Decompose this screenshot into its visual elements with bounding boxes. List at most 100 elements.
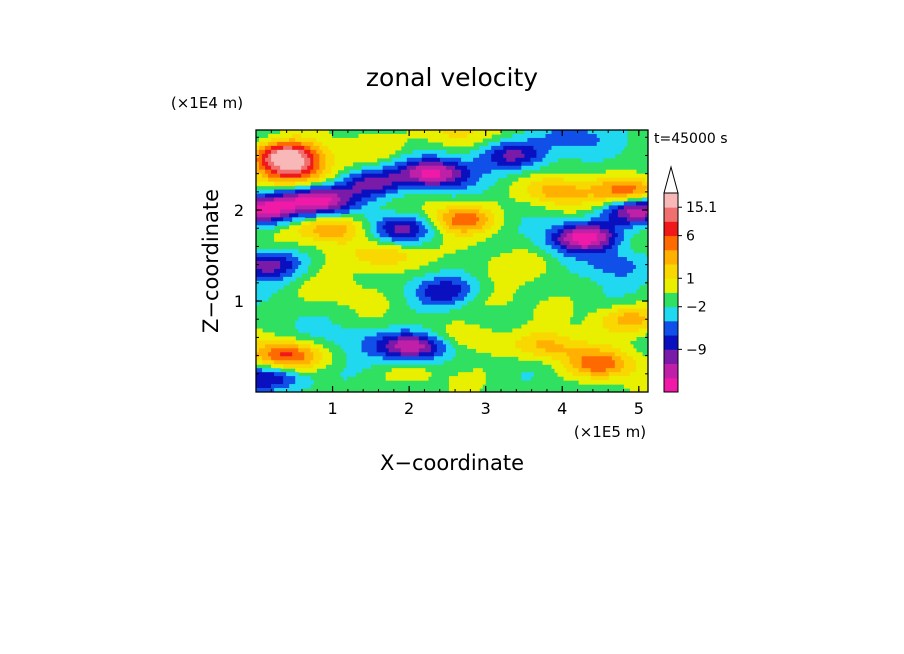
field-cell xyxy=(524,153,538,159)
field-cell xyxy=(521,372,535,377)
field-cell xyxy=(346,356,384,361)
field-cell xyxy=(340,173,351,179)
field-cell xyxy=(337,241,348,246)
field-cell xyxy=(397,261,429,266)
field-cell xyxy=(256,193,266,199)
field-cell xyxy=(566,352,616,357)
field-cell xyxy=(433,352,444,357)
field-cell xyxy=(581,245,589,250)
field-cell xyxy=(617,245,631,250)
field-cell xyxy=(256,209,281,214)
colorbar: 15.1 6 1 −2 −9 xyxy=(663,165,717,393)
field-cell xyxy=(262,268,275,274)
field-cell xyxy=(554,368,568,373)
field-cell xyxy=(605,233,613,238)
field-cell xyxy=(448,225,483,230)
field-cell xyxy=(409,229,420,234)
field-cell xyxy=(614,229,625,234)
field-cell xyxy=(569,356,583,361)
field-cell xyxy=(292,272,302,278)
field-cell xyxy=(310,360,320,365)
field-cell xyxy=(310,169,317,175)
field-cell xyxy=(256,372,275,377)
field-cell xyxy=(271,153,302,159)
field-cell xyxy=(310,185,332,191)
field-cell xyxy=(448,388,480,392)
colorbar-bin xyxy=(664,320,678,336)
field-cell xyxy=(581,201,604,207)
field-cell xyxy=(632,268,648,274)
field-cell xyxy=(623,312,640,318)
field-cell xyxy=(629,372,648,377)
field-cell xyxy=(461,288,471,294)
field-cell xyxy=(415,165,447,171)
field-cell xyxy=(355,181,393,187)
field-cell xyxy=(295,324,342,330)
field-cell xyxy=(617,209,628,214)
field-cell xyxy=(590,372,610,377)
field-cell xyxy=(421,169,441,175)
field-cell xyxy=(259,137,272,143)
field-cell xyxy=(587,221,631,226)
field-cell xyxy=(334,157,378,163)
field-cell xyxy=(412,332,429,338)
field-cell xyxy=(485,213,495,218)
field-cell xyxy=(581,356,613,361)
colorbar-bin xyxy=(664,335,678,350)
field-cell xyxy=(349,197,363,203)
field-cell xyxy=(442,237,486,242)
field-cell xyxy=(491,153,504,159)
field-cell xyxy=(256,161,260,167)
field-cell xyxy=(445,324,480,330)
field-cell xyxy=(313,237,354,242)
field-cell xyxy=(461,169,471,175)
field-cell xyxy=(560,245,568,250)
field-cell xyxy=(376,340,390,345)
field-cell xyxy=(343,233,357,238)
field-cell xyxy=(476,221,486,226)
chart-title: zonal velocity xyxy=(366,63,538,92)
field-cell xyxy=(322,352,332,357)
field-cell xyxy=(566,264,595,270)
field-cell xyxy=(608,205,619,210)
field-cell xyxy=(256,384,272,389)
field-cell xyxy=(376,348,390,353)
field-cell xyxy=(274,372,287,377)
field-cell xyxy=(448,384,483,389)
field-cell xyxy=(458,340,516,345)
field-cell xyxy=(298,213,317,218)
field-cell xyxy=(340,372,357,377)
field-cell xyxy=(310,161,314,167)
field-cell xyxy=(271,356,305,361)
field-cell xyxy=(409,328,432,334)
field-cell xyxy=(256,169,266,175)
field-cell xyxy=(470,149,486,155)
field-cell xyxy=(256,221,278,226)
field-cell xyxy=(482,205,501,210)
colorbar-bin xyxy=(664,278,678,293)
field-cell xyxy=(488,141,501,147)
field-cell xyxy=(310,332,378,338)
field-cell xyxy=(274,181,296,187)
field-cell xyxy=(358,133,450,139)
field-cell xyxy=(433,356,453,361)
field-cell xyxy=(554,241,562,246)
field-cell xyxy=(488,296,513,302)
field-cell xyxy=(548,296,571,302)
field-cell xyxy=(334,153,390,159)
field-cell xyxy=(256,344,266,349)
field-cell xyxy=(256,173,263,179)
field-cell xyxy=(602,209,613,214)
field-cell xyxy=(256,205,296,210)
field-cell xyxy=(295,340,314,345)
field-cell xyxy=(641,197,648,203)
field-cell xyxy=(623,233,634,238)
field-cell xyxy=(388,348,402,353)
colorbar-label: 1 xyxy=(686,271,695,287)
field-cell xyxy=(319,348,329,353)
field-cell xyxy=(602,245,613,250)
field-cell xyxy=(617,249,634,254)
field-cell xyxy=(467,165,522,171)
field-cell xyxy=(256,149,260,155)
field-cell xyxy=(539,300,574,306)
